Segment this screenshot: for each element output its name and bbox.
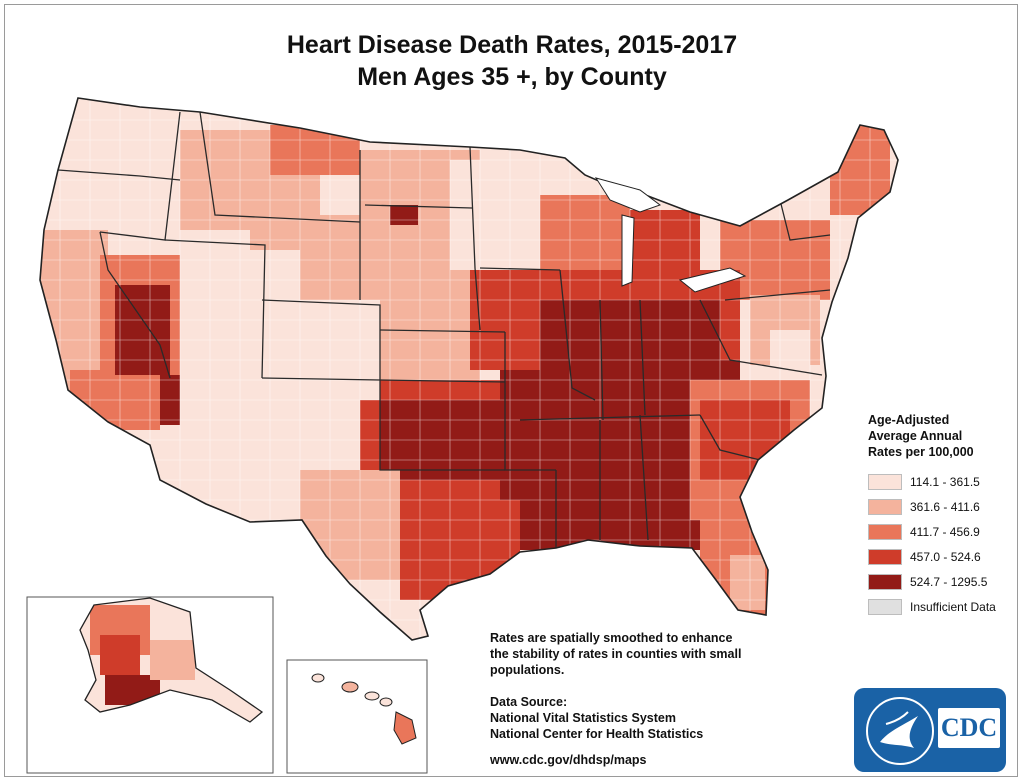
county-band-minnesota [450,160,540,270]
legend-item: Insufficient Data [868,597,996,617]
legend-item: 114.1 - 361.5 [868,472,980,492]
lake-erie [678,267,747,293]
smoothing-note-line: the stability of rates in counties with … [490,647,742,661]
source-url: www.cdc.gov/dhdsp/maps [490,753,647,767]
legend-swatch [868,599,902,615]
legend-title-line: Age-Adjusted [868,413,950,427]
legend-label: 114.1 - 361.5 [910,475,980,489]
hawaii-inset-frame [286,659,428,774]
legend-item: 457.0 - 524.6 [868,547,981,567]
hhs-eagle-icon [866,697,934,765]
legend-swatch [868,549,902,565]
data-source-line: Data Source: [490,695,568,709]
county-band-nevada-high [115,285,170,375]
county-band-gulf-texas [400,500,520,600]
county-band-pacific-northwest [60,110,170,230]
map-title: Heart Disease Death Rates, 2015-2017 [286,31,738,59]
map-subtitle: Men Ages 35 +, by County [357,63,667,91]
county-band-west-texas [300,470,400,580]
smoothing-note-line: Rates are spatially smoothed to enhance [490,631,733,645]
legend-title-line: Rates per 100,000 [868,445,974,459]
legend-label: Insufficient Data [910,600,996,614]
county-band-dakota-high [390,205,418,225]
hawaii-islands [311,673,417,745]
legend-item: 361.6 - 411.6 [868,497,980,517]
legend-item: 411.7 - 456.9 [868,522,980,542]
contiguous-us-counties [40,98,898,640]
legend-label: 457.0 - 524.6 [910,550,981,564]
county-band-south-florida [730,555,765,610]
legend-title-line: Average Annual [868,429,963,443]
legend-swatch [868,524,902,540]
county-band-montana [270,125,360,175]
county-band-wisconsin [540,195,630,275]
legend-swatch [868,474,902,490]
legend-item: 524.7 - 1295.5 [868,572,987,592]
legend: Age-Adjusted Average Annual Rates per 10… [868,412,1018,615]
legend-swatch [868,499,902,515]
lake-michigan [621,214,635,287]
alaska-inset-frame [26,596,274,774]
data-source-line: National Center for Health Statistics [490,727,704,741]
cdc-wordmark: CDC [938,708,1000,748]
legend-swatch [868,574,902,590]
legend-label: 411.7 - 456.9 [910,525,980,539]
smoothing-note-line: populations. [490,663,565,677]
alaska-outline [79,597,264,723]
lake-superior [594,177,662,213]
legend-label: 524.7 - 1295.5 [910,575,988,589]
legend-label: 361.6 - 411.6 [910,500,980,514]
alaska-counties [80,598,262,722]
data-source-line: National Vital Statistics System [490,711,676,725]
